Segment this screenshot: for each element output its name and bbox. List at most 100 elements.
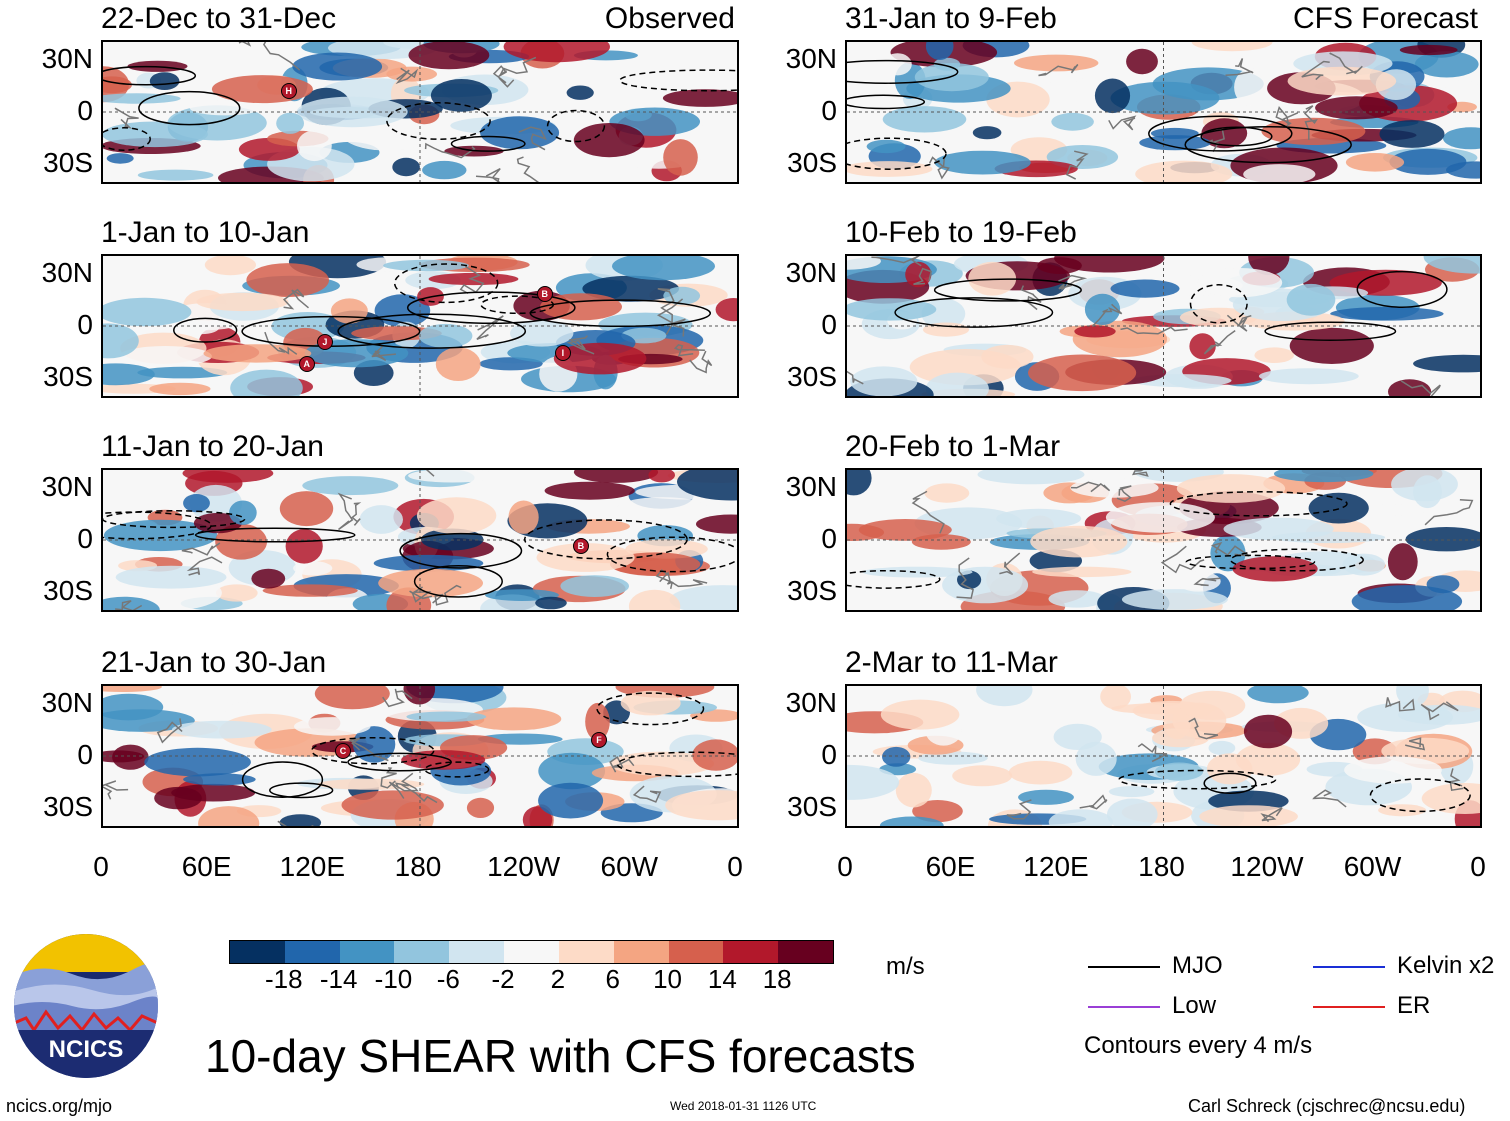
mjo-contour [1184,126,1352,164]
shading-blob [1110,279,1180,298]
coastline [1120,326,1188,335]
shading-blob [866,139,906,154]
shading-blob [103,709,195,732]
mjo-contour [399,532,523,569]
shear-map [845,468,1482,612]
storm-marker: A [298,355,315,372]
coastline [1131,470,1163,477]
shading-blob [880,699,960,730]
shading-blob [1388,379,1432,396]
shading-blob [1201,118,1248,149]
shading-blob [1223,517,1334,541]
coastline [929,156,950,180]
legend-swatch [1088,1006,1160,1008]
shading-blob [1074,325,1116,338]
coastline [156,718,183,744]
shading-blob [1423,256,1480,274]
shading-blob [510,320,574,347]
shading-blob [696,514,737,534]
shading-blob [341,790,444,820]
shading-blob [103,93,181,104]
shading-blob [850,366,918,396]
lon-label: 60E [181,851,232,882]
shading-blob [1139,135,1211,151]
panel-tag: Observed [604,2,735,35]
shading-blob [952,765,1013,787]
shading-blob [924,483,970,503]
legend-swatch [1088,966,1160,968]
lon-label: 180 [1138,851,1185,882]
lat-label: 30S [43,791,93,822]
shading-blob [883,53,912,76]
shading-blob [553,342,647,375]
mjo-contour [241,761,324,798]
shading-blob [1199,805,1298,826]
shading-blob [1446,161,1480,179]
lat-label: 30S [43,147,93,178]
coastline [566,335,595,355]
shading-blob [1243,714,1293,749]
shear-map: B A I J [101,254,739,398]
ncics-logo: NCICS [12,932,160,1080]
shading-blob [620,690,681,716]
shading-blob [154,786,202,810]
coastline [1006,799,1032,820]
shading-blob [276,112,304,134]
shading-blob [612,256,715,281]
shading-blob [422,160,467,180]
storm-marker: C [334,742,351,759]
coastline [632,785,662,803]
coastline [348,737,389,762]
shading-blob [374,294,431,327]
coastline [432,584,462,606]
shading-blob [573,123,645,158]
shading-blob [585,702,610,741]
shading-blob [392,157,420,177]
colorbar-tick-label: 18 [762,964,792,994]
lat-label: 30S [787,791,837,822]
coastline [956,557,974,599]
coastline [1210,541,1250,557]
mjo-contour [424,761,490,778]
lat-label: 30S [43,575,93,606]
panel-title: 11-Jan to 20-Jan [101,430,324,463]
coastline [1405,737,1426,751]
footer-timestamp: Wed 2018-01-31 1126 UTC [670,1099,817,1113]
lat-label: 30N [785,257,837,288]
coastline [1058,274,1088,291]
lat-label: 30N [785,43,837,74]
shading-blob [1154,762,1204,781]
colorbar-tick-label: 2 [550,964,566,994]
shading-blob [669,585,737,610]
mjo-contour [847,59,959,84]
coastline [1312,789,1347,808]
lon-label: 0 [93,851,109,882]
coastline [394,782,438,804]
legend-label: Kelvin x2 [1397,952,1495,979]
coastline [1226,314,1252,332]
coastline [337,492,354,531]
coastline [351,502,362,526]
shading-blob [976,686,1033,707]
shading-blob [1108,786,1155,798]
shading-blob [1208,740,1236,756]
shading-blob [538,782,604,819]
coastline [282,288,309,310]
legend-label: ER [1397,992,1431,1019]
panel-title: 22-Dec to 31-Dec [101,2,337,35]
mjo-contour [847,137,947,170]
coastline [1188,717,1219,740]
lat-label: 0 [821,523,837,554]
shading-blob [1105,502,1215,533]
colorbar-tick-label: -18 [265,964,303,994]
shading-blob [535,596,567,610]
coastline [382,688,413,708]
shading-blob [934,150,1031,175]
shading-blob [925,42,954,60]
mjo-contour [386,102,491,140]
shading-blob [1414,51,1479,78]
mjo-contour [1230,548,1364,572]
colorbar-tick-label: -2 [491,964,515,994]
shading-blob [1176,474,1286,503]
colorbar-tick-label: -14 [319,964,358,994]
